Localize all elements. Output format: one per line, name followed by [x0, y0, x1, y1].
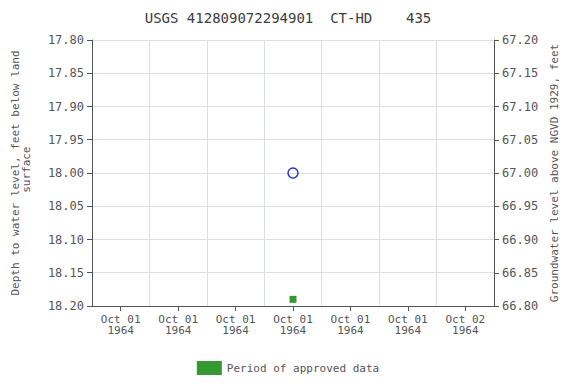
svg-text:1964: 1964	[107, 324, 134, 337]
svg-text:1964: 1964	[280, 324, 307, 337]
svg-text:67.10: 67.10	[502, 100, 538, 114]
svg-text:Period of approved data: Period of approved data	[227, 362, 379, 375]
svg-text:17.90: 17.90	[48, 100, 84, 114]
svg-text:1964: 1964	[222, 324, 249, 337]
svg-text:1964: 1964	[165, 324, 192, 337]
svg-text:1964: 1964	[395, 324, 422, 337]
svg-text:67.15: 67.15	[502, 66, 538, 80]
svg-text:17.95: 17.95	[48, 133, 84, 147]
svg-text:67.05: 67.05	[502, 133, 538, 147]
svg-text:67.20: 67.20	[502, 33, 538, 47]
svg-text:66.80: 66.80	[502, 299, 538, 313]
svg-text:Oct 01: Oct 01	[158, 313, 198, 326]
svg-text:18.15: 18.15	[48, 266, 84, 280]
svg-text:Oct 01: Oct 01	[273, 313, 313, 326]
svg-text:66.95: 66.95	[502, 199, 538, 213]
svg-text:Oct 01: Oct 01	[215, 313, 256, 326]
svg-text:18.00: 18.00	[48, 166, 84, 180]
svg-text:18.20: 18.20	[48, 299, 84, 313]
svg-text:67.00: 67.00	[502, 166, 538, 180]
svg-text:Depth to water level, feet bel: Depth to water level, feet below land	[9, 50, 22, 296]
svg-text:17.85: 17.85	[48, 66, 84, 80]
svg-text:1964: 1964	[337, 324, 364, 337]
svg-text:66.90: 66.90	[502, 233, 538, 247]
svg-text:surface: surface	[20, 147, 33, 200]
svg-text:Oct 02: Oct 02	[445, 313, 486, 326]
svg-text:Groundwater level above NGVD 1: Groundwater level above NGVD 1929, feet	[548, 44, 561, 302]
svg-text:Oct 01: Oct 01	[388, 313, 428, 326]
svg-text:Oct 01: Oct 01	[330, 313, 371, 326]
svg-text:1964: 1964	[452, 324, 479, 337]
svg-text:17.80: 17.80	[48, 33, 84, 47]
svg-text:USGS 412809072294901 CT-HD: USGS 412809072294901 CT-HD 435	[145, 10, 432, 26]
svg-text:18.10: 18.10	[48, 233, 84, 247]
svg-text:66.85: 66.85	[502, 266, 538, 280]
svg-text:Oct 01: Oct 01	[100, 313, 141, 326]
svg-text:18.05: 18.05	[48, 199, 84, 213]
